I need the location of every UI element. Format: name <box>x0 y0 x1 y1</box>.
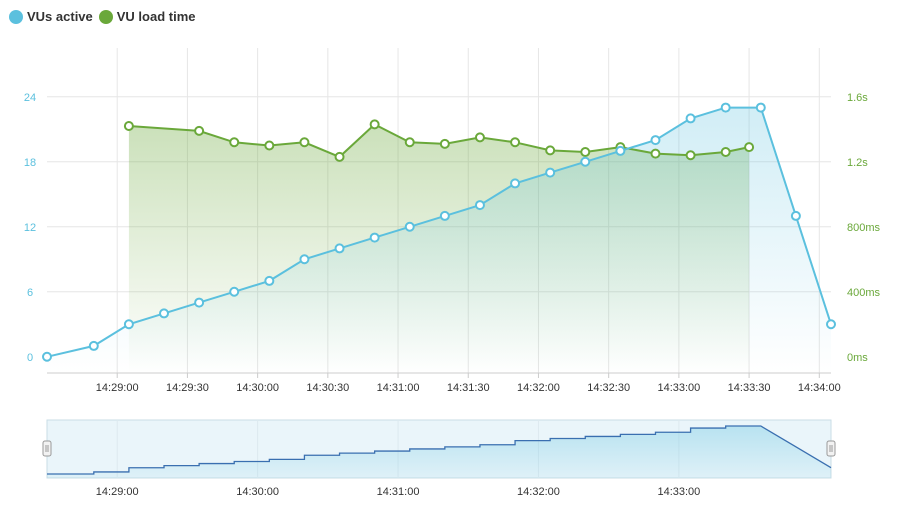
point-vus-active <box>720 102 731 113</box>
area-vus-active <box>47 107 831 373</box>
point-vus-active <box>439 210 450 221</box>
x-tick-label: 14:30:30 <box>306 382 349 394</box>
point-vu-load-time <box>545 145 556 156</box>
point-vus-active <box>755 102 766 113</box>
area-layer <box>47 107 831 373</box>
navigator-area <box>47 426 831 478</box>
navigator-handle-left[interactable] <box>42 440 52 457</box>
legend-dot-vus-active <box>9 9 23 24</box>
point-vus-active <box>615 145 626 156</box>
point-vu-load-time <box>299 137 310 148</box>
point-vu-load-time <box>369 119 380 130</box>
point-vu-load-time <box>685 150 696 161</box>
point-vus-active <box>299 254 310 265</box>
legend-label-vu-load-time: VU load time <box>116 9 196 24</box>
point-vu-load-time <box>404 137 415 148</box>
y-right-tick-label: 1.6s <box>847 92 868 104</box>
axis-layer: 0 6 12 18 24 0ms 400ms 800ms 1.2s 1.6s 14:29:00 14:… <box>24 92 881 394</box>
navigator-x-tick-label: 14:31:00 <box>377 486 420 498</box>
x-tick-label: 14:33:00 <box>657 382 700 394</box>
navigator-handle-right[interactable] <box>826 440 836 457</box>
point-vus-active <box>334 243 345 254</box>
navigator-line <box>47 425 832 475</box>
point-vus-active <box>650 135 661 146</box>
x-tick-label: 14:32:30 <box>587 382 630 394</box>
point-vus-active <box>790 210 801 221</box>
y-left-tick-label: 18 <box>24 157 36 169</box>
point-vu-load-time <box>580 147 591 157</box>
point-vu-load-time <box>334 151 345 162</box>
navigator-x-tick-label: 14:32:00 <box>517 486 560 498</box>
point-vu-load-time <box>123 121 134 131</box>
point-vu-load-time <box>264 140 275 151</box>
point-vus-active <box>88 340 99 351</box>
point-vus-active <box>123 319 134 330</box>
point-vus-active <box>474 200 485 211</box>
point-vu-load-time <box>650 148 661 159</box>
y-left-tick-label: 0 <box>27 352 33 364</box>
x-tick-label: 14:31:30 <box>447 382 490 394</box>
point-vus-active <box>580 156 591 167</box>
legend-label-vus-active: VUs active <box>27 9 93 24</box>
x-tick-label: 14:29:00 <box>96 382 139 394</box>
y-left-tick-label: 24 <box>24 92 36 104</box>
legend-item-vu-load-time[interactable]: VU load time <box>98 9 196 24</box>
y-left-tick-label: 12 <box>24 222 36 234</box>
legend-item-vus-active[interactable]: VUs active <box>9 9 93 24</box>
x-tick-label: 14:31:00 <box>377 382 420 394</box>
point-vus-active <box>229 286 240 297</box>
point-layer <box>42 102 836 362</box>
point-vus-active <box>826 319 836 330</box>
x-tick-label: 14:30:00 <box>236 382 279 394</box>
x-tick-label: 14:34:00 <box>798 382 841 394</box>
point-vus-active <box>42 351 52 362</box>
legend-dot-vu-load-time <box>98 9 113 24</box>
point-vus-active <box>264 275 275 286</box>
x-tick-label: 14:33:30 <box>728 382 771 394</box>
point-vu-load-time <box>510 137 521 148</box>
y-right-tick-label: 400ms <box>847 287 881 299</box>
y-right-tick-label: 1.2s <box>847 157 868 169</box>
point-vus-active <box>194 297 205 308</box>
navigator-x-tick-label: 14:30:00 <box>236 486 279 498</box>
point-vus-active <box>545 167 556 178</box>
navigator-x-tick-label: 14:33:00 <box>657 486 700 498</box>
point-vu-load-time <box>720 147 731 157</box>
point-vus-active <box>404 221 415 232</box>
y-left-tick-label: 6 <box>27 287 33 299</box>
point-vu-load-time <box>194 125 205 136</box>
x-tick-label: 14:32:00 <box>517 382 560 394</box>
point-vus-active <box>159 308 170 319</box>
point-vus-active <box>510 178 521 189</box>
point-vus-active <box>685 113 696 124</box>
point-vu-load-time <box>474 132 485 143</box>
x-tick-label: 14:29:30 <box>166 382 209 394</box>
point-vu-load-time <box>439 138 450 149</box>
point-vu-load-time <box>229 137 240 148</box>
navigator[interactable]: 14:29:00 14:30:00 14:31:00 14:32:00 14:33:00 <box>42 419 836 498</box>
y-right-tick-label: 0ms <box>847 352 868 364</box>
point-vu-load-time <box>744 142 755 153</box>
navigator-x-tick-label: 14:29:00 <box>96 486 139 498</box>
chart-legend: VUs active VU load time <box>9 9 196 24</box>
y-right-tick-label: 800ms <box>847 222 881 234</box>
line-vu-load-time <box>128 123 750 159</box>
point-vus-active <box>369 232 380 243</box>
